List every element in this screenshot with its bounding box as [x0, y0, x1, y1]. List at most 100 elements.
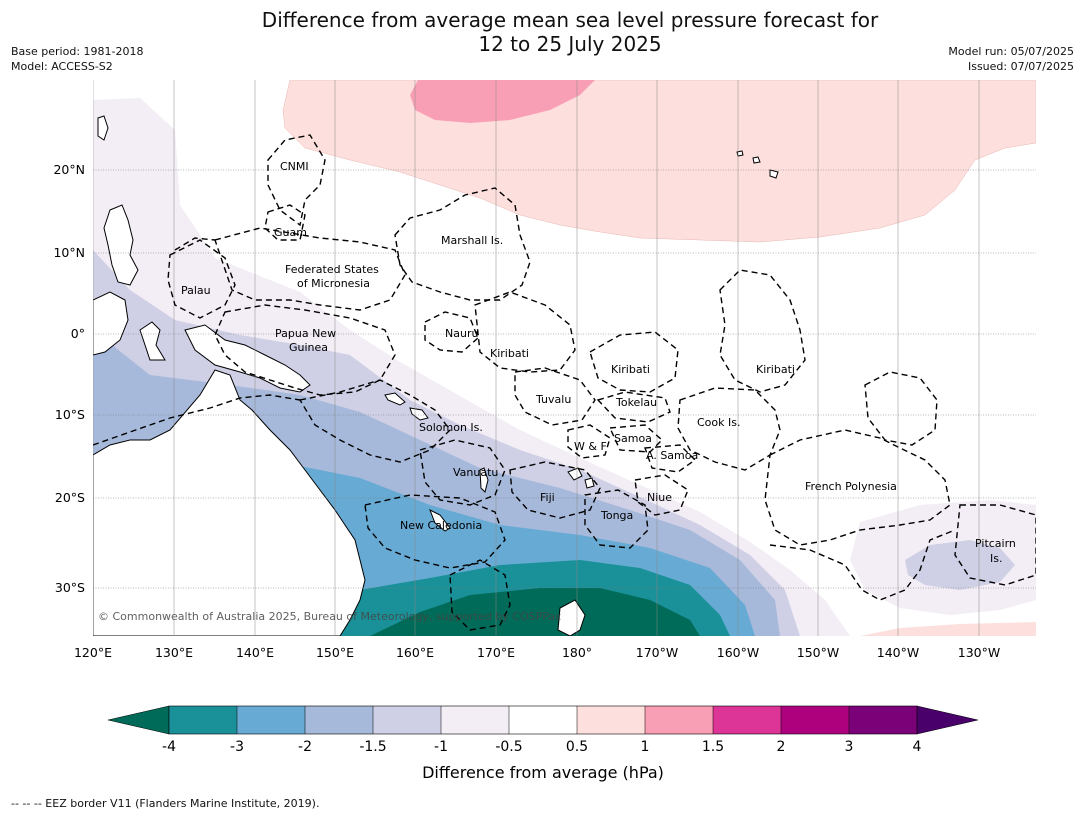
colorbar-bin — [169, 706, 237, 734]
eez-solomon — [298, 379, 451, 463]
run-info: Model run: 05/07/2025 Issued: 07/07/2025 — [948, 44, 1074, 74]
borneo-land — [93, 291, 129, 356]
eez-tuvalu — [514, 367, 596, 426]
lon-label: 150°E — [316, 645, 354, 660]
eez-western-boundary — [93, 394, 301, 446]
colorbar-bin — [305, 706, 373, 734]
land-masses — [93, 115, 779, 636]
copyright-notice: © Commonwealth of Australia 2025, Bureau… — [98, 610, 561, 623]
band-plus-0-5-south — [860, 622, 1036, 636]
eez-pitcairn — [954, 504, 1036, 586]
label-cnmi: CNMI — [280, 160, 309, 173]
model-run: Model run: 05/07/2025 — [948, 45, 1074, 58]
eez-kiribati-phoenix — [589, 331, 679, 393]
colorbar-bin — [713, 706, 781, 734]
map-title: Difference from average mean sea level p… — [0, 8, 1085, 56]
eez-tokelau — [596, 391, 671, 423]
label-vanuatu: Vanuatu — [453, 466, 498, 479]
label-wallis-futuna: W & F — [574, 440, 607, 453]
lon-label: 150°W — [797, 645, 839, 660]
band-minus-4 — [370, 588, 700, 636]
colorbar-tick: 1 — [641, 739, 650, 755]
colorbar-tick: -1.5 — [359, 739, 386, 755]
nz-north-island — [557, 599, 586, 636]
vanuatu-islands — [479, 467, 489, 493]
fiji-islands — [567, 467, 595, 489]
eez-nauru — [424, 311, 479, 353]
label-png-line2: Guinea — [289, 341, 328, 354]
lon-label: 170°E — [477, 645, 515, 660]
eez-tonga — [584, 489, 649, 549]
band-minus-1-southeast — [905, 540, 1015, 590]
lat-label: 0° — [71, 326, 85, 341]
base-period: Base period: 1981-2018 — [11, 45, 144, 58]
colorbar-tick: 0.5 — [566, 739, 588, 755]
colorbar-bin — [441, 706, 509, 734]
colorbar-frame — [168, 705, 918, 735]
eez-guam — [264, 204, 306, 241]
colorbar-bin — [373, 706, 441, 734]
colorbar-tick: 3 — [845, 739, 854, 755]
title-line-1: Difference from average mean sea level p… — [261, 8, 879, 32]
label-pitcairn-line1: Pitcairn — [975, 537, 1016, 550]
title-line-2: 12 to 25 July 2025 — [478, 32, 662, 56]
eez-kiribati-gilbert — [474, 291, 576, 373]
eez-french-polynesia — [764, 429, 951, 546]
sulawesi-land — [139, 321, 166, 361]
label-samoa: Samoa — [614, 432, 652, 445]
colorbar-tick: -0.5 — [495, 739, 522, 755]
taiwan-land — [97, 115, 109, 141]
colorbar-dividers — [236, 706, 850, 734]
lat-label: 10°N — [53, 245, 85, 260]
colorbar-tick: -2 — [298, 739, 312, 755]
label-french-polynesia: French Polynesia — [805, 480, 897, 493]
colorbar-tick: 4 — [913, 739, 922, 755]
model-name: Model: ACCESS-S2 — [11, 60, 113, 73]
colorbar-tick: -3 — [230, 739, 244, 755]
eez-niue — [634, 474, 689, 516]
latitude-axis: 20°N 10°N 0° 10°S 20°S 30°S — [53, 162, 85, 595]
lon-label: 130°E — [155, 645, 193, 660]
lon-label: 130°W — [958, 645, 1000, 660]
hawaii-islands — [736, 150, 779, 179]
solomon-islands-land — [384, 392, 429, 421]
colorbar-tick: -4 — [162, 739, 176, 755]
pressure-anomaly-map: © Commonwealth of Australia 2025, Bureau… — [93, 80, 1036, 636]
label-png-line1: Papua New — [275, 327, 336, 340]
colorbar: -4 -3 -2 -1.5 -1 -0.5 0.5 1 1.5 2 3 4 Di… — [107, 705, 979, 782]
australia-land — [93, 369, 366, 636]
label-fiji: Fiji — [540, 491, 555, 504]
eez-vanuatu — [419, 439, 506, 506]
colorbar-bin — [237, 706, 305, 734]
band-plus-1-north — [410, 80, 595, 123]
eez-pacific-south — [769, 529, 956, 601]
new-caledonia-land — [429, 508, 451, 532]
meridians — [93, 80, 980, 636]
lon-label: 120°E — [74, 645, 112, 660]
eez-kiribati-line — [719, 269, 806, 393]
new-guinea-land — [184, 324, 311, 393]
eez-marshall — [394, 187, 531, 301]
label-cook: Cook Is. — [697, 416, 740, 429]
label-kiribati-central: Kiribati — [611, 363, 650, 376]
colorbar-ticks: -4 -3 -2 -1.5 -1 -0.5 0.5 1 1.5 2 3 4 — [162, 739, 922, 755]
label-guam: Guam — [274, 226, 307, 239]
parallels — [93, 169, 1036, 589]
lon-label: 140°W — [877, 645, 919, 660]
colorbar-bin — [509, 706, 577, 734]
philippines-land — [103, 204, 139, 286]
lat-label: 20°S — [55, 490, 85, 505]
eez-palau — [167, 239, 236, 319]
longitude-axis: 120°E 130°E 140°E 150°E 160°E 170°E 180°… — [74, 645, 1000, 660]
colorbar-tick: 1.5 — [702, 739, 724, 755]
model-info: Base period: 1981-2018 Model: ACCESS-S2 — [11, 44, 143, 74]
eez-new-caledonia — [364, 494, 506, 569]
label-niue: Niue — [647, 491, 672, 504]
colorbar-tick: -1 — [434, 739, 448, 755]
label-pitcairn-line2: Is. — [990, 552, 1002, 565]
eez-footnote: -- -- -- EEZ border V11 (Flanders Marine… — [11, 797, 320, 810]
label-fsm-line2: of Micronesia — [297, 277, 370, 290]
colorbar-bin — [781, 706, 849, 734]
issued-date: Issued: 07/07/2025 — [967, 60, 1074, 73]
label-new-caledonia: New Caledonia — [400, 519, 482, 532]
